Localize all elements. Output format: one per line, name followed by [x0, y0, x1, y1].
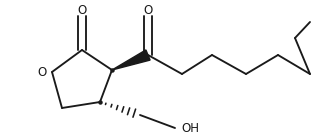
Text: O: O: [77, 4, 86, 17]
Polygon shape: [112, 50, 150, 70]
Text: O: O: [143, 4, 153, 17]
Text: O: O: [38, 66, 47, 80]
Text: OH: OH: [181, 122, 199, 135]
